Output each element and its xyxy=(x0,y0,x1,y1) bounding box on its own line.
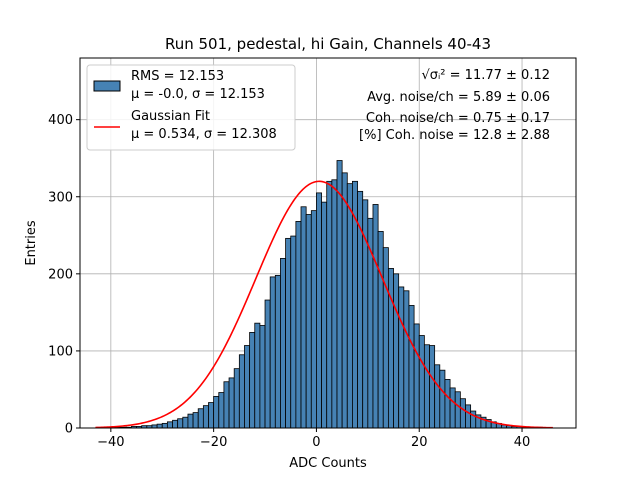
gaussian-fit xyxy=(95,180,553,429)
histogram-bar xyxy=(156,423,163,429)
histogram-bar xyxy=(259,325,266,429)
y-tick-label: 400 xyxy=(48,113,73,128)
histogram-bar xyxy=(295,221,302,429)
x-axis-ticks: −40 −20 0 20 40 xyxy=(97,428,530,450)
histogram-bar xyxy=(166,421,173,429)
legend-entry-rms-line1: RMS = 12.153 xyxy=(131,69,224,84)
histogram-bar xyxy=(244,345,251,429)
histogram-bar xyxy=(423,344,430,429)
histogram-bar xyxy=(418,335,425,429)
histogram-bar xyxy=(346,183,353,429)
x-tick-label: −20 xyxy=(200,435,227,450)
legend-bar-swatch xyxy=(93,80,121,92)
histogram-bar xyxy=(213,395,220,429)
histogram-bar xyxy=(459,398,466,429)
histogram-bar xyxy=(305,214,312,429)
x-tick-label: 0 xyxy=(312,435,320,450)
histogram-bar xyxy=(382,247,389,429)
histogram-bar xyxy=(310,210,317,429)
legend-entry-fit-line1: Gaussian Fit xyxy=(131,109,210,124)
histogram-bar xyxy=(269,276,276,429)
histogram-bar xyxy=(326,180,333,429)
histogram-bar xyxy=(280,258,286,429)
histogram-bar xyxy=(172,419,179,429)
histogram-bar xyxy=(192,412,199,429)
histogram-bar xyxy=(218,392,225,429)
histogram-bar xyxy=(454,391,461,429)
y-tick-label: 0 xyxy=(65,422,73,437)
histogram-bar xyxy=(413,323,420,429)
y-tick-label: 300 xyxy=(48,190,73,205)
x-tick-label: 20 xyxy=(411,435,428,450)
y-axis-title: Entries xyxy=(24,220,39,266)
histogram-bar xyxy=(408,305,415,429)
x-tick-label: −40 xyxy=(97,435,124,450)
histogram-bar xyxy=(161,422,168,429)
histogram-bar xyxy=(249,332,256,429)
histogram-bar xyxy=(238,354,245,429)
histogram-bar xyxy=(233,368,240,429)
legend-box xyxy=(86,64,296,151)
histogram-bar xyxy=(223,381,230,429)
annotation-coh-noise: Coh. noise/ch = 0.75 ± 0.17 xyxy=(366,111,550,126)
histogram-bar xyxy=(341,172,348,429)
histogram-bar xyxy=(300,206,307,429)
legend-entry-fit-line2: μ = 0.534, σ = 12.308 xyxy=(131,127,277,142)
histogram-bar xyxy=(336,160,343,429)
histogram-bar xyxy=(398,286,405,429)
annotation-avg-noise: Avg. noise/ch = 5.89 ± 0.06 xyxy=(367,90,550,105)
histogram-bar xyxy=(321,201,328,429)
histogram-bar xyxy=(285,237,292,429)
histogram-bar xyxy=(290,235,297,429)
histogram-bar xyxy=(439,369,446,429)
legend-entry-rms-line2: μ = -0.0, σ = 12.153 xyxy=(131,87,265,102)
histogram-bar xyxy=(444,379,451,429)
annotation-coh-noise-pct: [%] Coh. noise = 12.8 ± 2.88 xyxy=(359,128,550,143)
histogram-bar xyxy=(331,179,338,429)
histogram-bar xyxy=(434,364,441,429)
noise-annotations: √σᵢ² = 11.77 ± 0.12 Avg. noise/ch = 5.89… xyxy=(359,68,550,143)
histogram-bar xyxy=(202,405,209,429)
x-axis-title: ADC Counts xyxy=(289,456,367,471)
legend: RMS = 12.153 μ = -0.0, σ = 12.153 Gaussi… xyxy=(86,64,296,151)
y-axis-ticks: 0 100 200 300 400 xyxy=(48,113,80,437)
histogram-bar xyxy=(449,387,456,429)
histogram-bar xyxy=(208,402,215,429)
histogram-bar xyxy=(254,322,261,429)
histogram-bar xyxy=(465,404,472,429)
y-tick-label: 100 xyxy=(48,344,73,359)
histogram-bar xyxy=(197,408,204,429)
histogram-bar xyxy=(274,274,281,429)
histogram-bar xyxy=(429,345,436,429)
histogram-bar xyxy=(403,290,410,429)
histogram-bar xyxy=(372,204,379,429)
y-tick-label: 200 xyxy=(48,267,73,282)
histogram-bar xyxy=(393,273,400,429)
chart-title: Run 501, pedestal, hi Gain, Channels 40-… xyxy=(165,35,491,53)
x-tick-label: 40 xyxy=(514,435,531,450)
histogram-bar xyxy=(377,231,384,429)
histogram-bar xyxy=(182,416,189,429)
histogram-bar xyxy=(316,192,322,429)
annotation-sigma-i: √σᵢ² = 11.77 ± 0.12 xyxy=(421,68,550,83)
histogram-bar xyxy=(177,418,184,429)
plot-frame xyxy=(79,57,577,429)
histogram-bar xyxy=(228,377,235,429)
histogram-bar xyxy=(187,413,194,429)
gaussian-fit-curve xyxy=(95,180,553,429)
histogram-bar xyxy=(264,299,271,429)
